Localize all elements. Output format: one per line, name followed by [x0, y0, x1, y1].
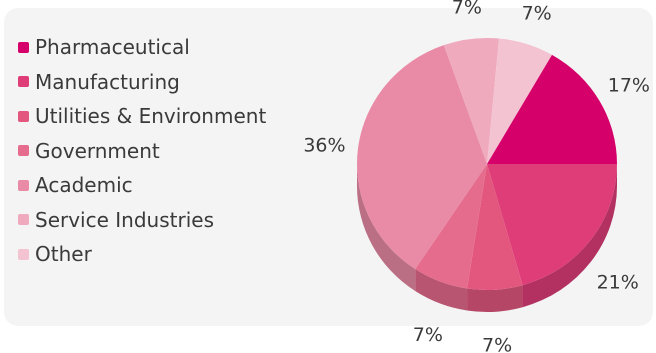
legend-item-pharmaceutical: Pharmaceutical [18, 30, 266, 65]
pie-label-other: 7% [522, 3, 552, 25]
legend-label: Academic [35, 173, 133, 198]
pie-label-academic: 36% [303, 134, 345, 156]
pie-side-manufacturing [522, 164, 617, 308]
legend-swatch-pharmaceutical [18, 41, 29, 53]
legend-item-government: Government [18, 134, 266, 169]
pie-side-academic [357, 164, 416, 292]
legend-item-other: Other [18, 237, 266, 272]
legend-swatch-service-industries [18, 214, 29, 226]
legend-item-service-industries: Service Industries [18, 203, 266, 238]
legend-label: Pharmaceutical [35, 35, 190, 60]
legend-item-academic: Academic [18, 168, 266, 203]
pie-label-utilities-environment: 7% [482, 334, 512, 353]
legend-label: Government [35, 138, 160, 163]
pie-slice-pharmaceutical [487, 54, 617, 164]
legend-swatch-academic [18, 179, 29, 191]
pie-label-manufacturing: 21% [597, 272, 639, 294]
legend-label: Other [35, 242, 92, 267]
legend-label: Manufacturing [35, 69, 180, 94]
pie-label-pharmaceutical: 17% [608, 75, 650, 97]
pie-slice-utilities-environment [467, 164, 523, 291]
legend-label: Utilities & Environment [35, 104, 267, 129]
pie-slice-academic [357, 45, 487, 270]
pie-slice-service-industries [443, 38, 499, 165]
legend-item-utilities-environment: Utilities & Environment [18, 99, 266, 134]
chart-legend: Pharmaceutical Manufacturing Utilities &… [18, 30, 266, 272]
pie-slice-government [415, 164, 487, 289]
pie-side-government [415, 269, 468, 311]
legend-swatch-other [18, 248, 29, 260]
legend-swatch-manufacturing [18, 76, 29, 88]
pie-side-utilities-environment [467, 285, 523, 312]
pie-slice-manufacturing [487, 164, 617, 286]
pie-side-walls [357, 164, 617, 312]
pie-label-service-industries: 7% [452, 0, 482, 18]
legend-swatch-utilities-environment [18, 110, 29, 122]
legend-swatch-government [18, 145, 29, 157]
pie-label-government: 7% [413, 324, 443, 346]
pie-slice-other [487, 38, 552, 165]
legend-label: Service Industries [35, 207, 214, 232]
legend-item-manufacturing: Manufacturing [18, 65, 266, 100]
